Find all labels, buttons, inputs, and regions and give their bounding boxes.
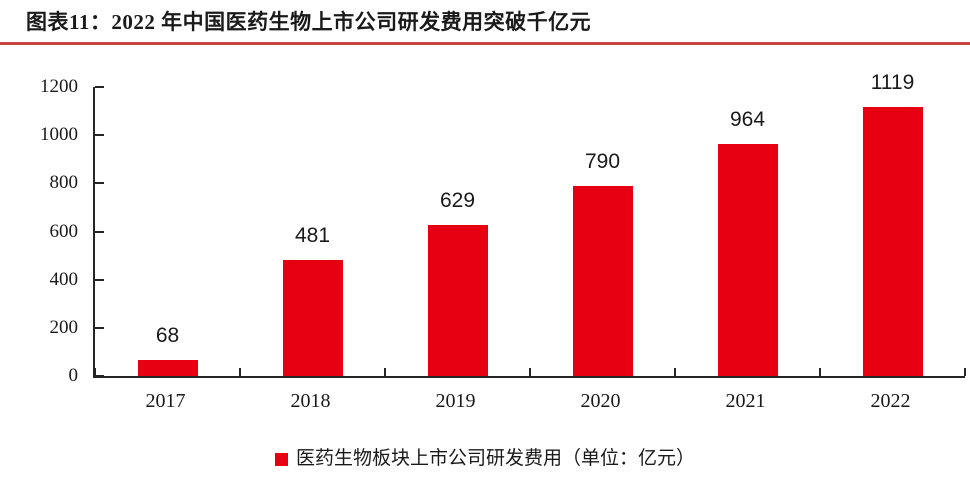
bar bbox=[427, 224, 488, 376]
y-tick-label: 1000 bbox=[40, 124, 78, 146]
bar bbox=[862, 106, 923, 376]
y-axis-tick bbox=[95, 182, 104, 185]
x-axis-tick bbox=[94, 368, 96, 376]
y-tick-label: 1200 bbox=[40, 76, 78, 97]
bar-value-label: 481 bbox=[294, 224, 331, 248]
x-axis-tick bbox=[529, 368, 531, 376]
bar bbox=[717, 143, 778, 376]
bar-value-label: 629 bbox=[439, 188, 476, 212]
figure-title: 图表11：2022 年中国医药生物上市公司研发费用突破千亿元 bbox=[26, 10, 592, 34]
y-axis-tick bbox=[95, 134, 104, 137]
x-axis-tick bbox=[819, 368, 821, 376]
legend-marker-square bbox=[274, 452, 288, 466]
bar-value-label: 964 bbox=[729, 107, 766, 131]
bar bbox=[137, 359, 198, 376]
x-tick-label: 2017 bbox=[145, 390, 186, 412]
y-axis-tick bbox=[95, 326, 104, 329]
x-axis-tick bbox=[674, 368, 676, 376]
y-axis-tick bbox=[95, 86, 104, 88]
y-axis-tick bbox=[95, 278, 104, 281]
y-tick-label: 600 bbox=[49, 220, 79, 242]
bar bbox=[282, 260, 343, 376]
plot-area: 68 481 629 790 964 1119 bbox=[93, 71, 966, 378]
bar-value-label: 1119 bbox=[870, 70, 915, 94]
x-tick-label: 2019 bbox=[435, 390, 476, 412]
legend: 医药生物板块上市公司研发费用（单位：亿元） bbox=[0, 447, 970, 471]
bar bbox=[572, 185, 633, 376]
y-axis-tick bbox=[95, 375, 104, 377]
bar-value-label: 68 bbox=[155, 323, 180, 347]
y-tick-label: 800 bbox=[49, 172, 79, 194]
x-tick-label: 2022 bbox=[870, 390, 911, 412]
y-tick-label: 200 bbox=[49, 316, 79, 338]
x-axis-tick bbox=[384, 368, 386, 376]
y-axis-tick bbox=[95, 230, 104, 233]
bar-value-label: 790 bbox=[584, 149, 621, 173]
legend-label: 医药生物板块上市公司研发费用（单位：亿元） bbox=[295, 448, 695, 469]
title-rule bbox=[0, 42, 970, 45]
x-tick-label: 2020 bbox=[580, 390, 621, 412]
y-tick-label: 400 bbox=[49, 268, 79, 290]
x-tick-label: 2018 bbox=[290, 390, 331, 412]
x-tick-label: 2021 bbox=[725, 390, 766, 412]
y-tick-label: 0 bbox=[68, 365, 79, 386]
x-axis-tick bbox=[239, 368, 241, 376]
x-axis-tick bbox=[964, 368, 966, 376]
